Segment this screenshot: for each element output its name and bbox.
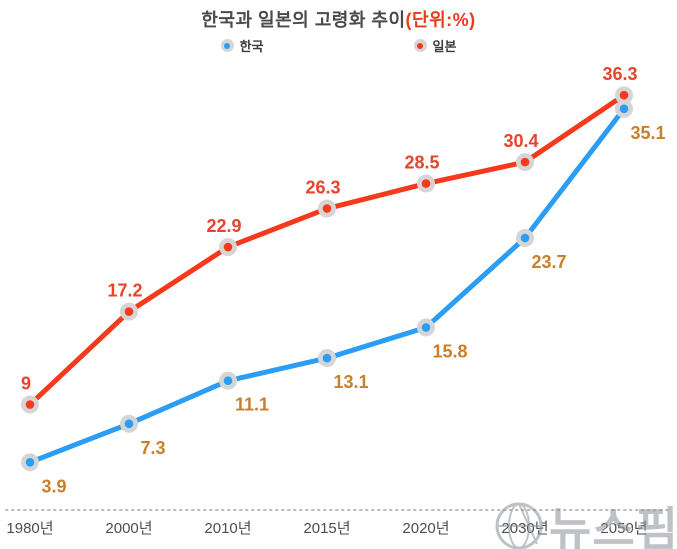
value-label-korea: 7.3: [140, 438, 165, 458]
value-label-korea: 15.8: [432, 341, 467, 361]
legend-dot-korea: [224, 42, 231, 49]
legend-item-japan: 일본: [413, 36, 457, 55]
marker-dot-japan: [421, 179, 431, 188]
x-axis-label: 2015년: [303, 520, 350, 537]
legend-item-korea: 한국: [220, 36, 264, 55]
x-axis-label: 1980년: [6, 520, 53, 537]
chart-title-unit: (단위:%): [405, 10, 476, 30]
value-label-japan: 28.5: [404, 153, 439, 173]
chart-title-main: 한국과 일본의 고령화 추이: [201, 10, 406, 30]
korea-legend-marker-icon: [220, 39, 234, 52]
value-label-japan: 36.3: [602, 64, 637, 84]
marker-dot-korea: [619, 104, 629, 114]
legend-label-korea: 한국: [239, 39, 264, 54]
chart-title: 한국과 일본의 고령화 추이(단위:%): [0, 6, 677, 32]
chart-legend: 한국 일본: [0, 36, 677, 55]
marker-dot-korea: [223, 376, 233, 386]
value-label-korea: 13.1: [333, 372, 368, 392]
x-axis-label: 2020년: [402, 520, 449, 537]
marker-dot-korea: [520, 233, 530, 243]
marker-dot-japan: [25, 400, 35, 409]
marker-dot-japan: [223, 242, 233, 252]
marker-dot-japan: [520, 157, 530, 167]
x-axis-label: 2010년: [204, 520, 251, 537]
x-axis-label: 2050년: [600, 520, 647, 537]
value-label-korea: 3.9: [41, 476, 66, 496]
value-label-japan: 17.2: [107, 281, 142, 301]
marker-dot-korea: [421, 323, 431, 332]
marker-dot-japan: [322, 204, 332, 213]
marker-dot-japan: [619, 90, 629, 100]
value-label-japan: 26.3: [305, 178, 340, 198]
marker-dot-japan: [124, 307, 134, 316]
legend-label-japan: 일본: [432, 39, 457, 54]
marker-dot-korea: [322, 353, 332, 363]
legend-dot-japan: [417, 42, 423, 49]
japan-legend-marker-icon: [413, 39, 427, 52]
marker-dot-korea: [25, 458, 35, 467]
value-label-korea: 23.7: [531, 252, 566, 272]
value-label-japan: 22.9: [206, 216, 241, 236]
value-label-japan: 30.4: [503, 131, 538, 151]
x-axis-label: 2030년: [501, 520, 548, 537]
value-label-korea: 11.1: [235, 395, 269, 415]
x-axis-label: 2000년: [105, 520, 152, 537]
marker-dot-korea: [124, 419, 134, 429]
value-label-japan: 9: [21, 374, 31, 394]
value-label-korea: 35.1: [630, 123, 665, 143]
